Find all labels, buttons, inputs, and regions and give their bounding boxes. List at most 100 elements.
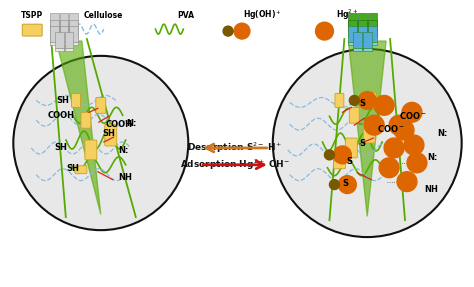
Text: N:: N: bbox=[127, 119, 137, 128]
FancyBboxPatch shape bbox=[353, 48, 362, 51]
Circle shape bbox=[234, 23, 250, 39]
Text: COO$^-$: COO$^-$ bbox=[399, 110, 427, 121]
FancyBboxPatch shape bbox=[368, 13, 377, 29]
Circle shape bbox=[384, 138, 404, 158]
FancyBboxPatch shape bbox=[70, 26, 78, 42]
FancyBboxPatch shape bbox=[60, 13, 69, 29]
FancyBboxPatch shape bbox=[348, 42, 357, 45]
FancyBboxPatch shape bbox=[70, 42, 78, 45]
FancyBboxPatch shape bbox=[22, 24, 42, 36]
Circle shape bbox=[394, 120, 414, 140]
FancyBboxPatch shape bbox=[72, 94, 81, 107]
Text: SH: SH bbox=[56, 96, 70, 105]
FancyBboxPatch shape bbox=[55, 32, 64, 48]
FancyBboxPatch shape bbox=[333, 161, 346, 169]
Text: S: S bbox=[359, 99, 365, 108]
Text: SH: SH bbox=[103, 129, 116, 137]
FancyBboxPatch shape bbox=[50, 29, 59, 32]
FancyBboxPatch shape bbox=[366, 92, 376, 108]
FancyBboxPatch shape bbox=[70, 13, 78, 29]
FancyBboxPatch shape bbox=[358, 36, 367, 38]
Text: Hg(OH)$^+$: Hg(OH)$^+$ bbox=[244, 8, 282, 22]
Text: Desorption S$^{2-}$ H$^{+}$: Desorption S$^{2-}$ H$^{+}$ bbox=[188, 141, 283, 156]
FancyBboxPatch shape bbox=[70, 20, 78, 36]
Text: PVA: PVA bbox=[177, 11, 194, 20]
FancyBboxPatch shape bbox=[348, 26, 357, 42]
FancyBboxPatch shape bbox=[368, 29, 377, 32]
FancyBboxPatch shape bbox=[50, 26, 59, 42]
Circle shape bbox=[404, 135, 424, 155]
Circle shape bbox=[316, 22, 333, 40]
FancyBboxPatch shape bbox=[64, 48, 73, 51]
FancyBboxPatch shape bbox=[50, 13, 59, 29]
Text: S: S bbox=[342, 179, 348, 188]
Polygon shape bbox=[348, 41, 386, 216]
Text: COO$^-$: COO$^-$ bbox=[377, 123, 405, 134]
FancyBboxPatch shape bbox=[363, 32, 372, 48]
Text: SH: SH bbox=[55, 144, 67, 152]
FancyBboxPatch shape bbox=[358, 26, 367, 42]
FancyBboxPatch shape bbox=[60, 36, 69, 38]
FancyBboxPatch shape bbox=[348, 36, 357, 38]
Text: Cellulose: Cellulose bbox=[84, 11, 123, 20]
FancyBboxPatch shape bbox=[368, 20, 377, 36]
Text: TSPP: TSPP bbox=[21, 11, 43, 20]
Circle shape bbox=[223, 26, 233, 36]
FancyBboxPatch shape bbox=[96, 98, 106, 113]
FancyBboxPatch shape bbox=[346, 138, 357, 158]
FancyBboxPatch shape bbox=[353, 32, 362, 48]
FancyBboxPatch shape bbox=[358, 29, 367, 32]
FancyBboxPatch shape bbox=[363, 48, 372, 51]
Text: N:: N: bbox=[427, 153, 437, 162]
FancyBboxPatch shape bbox=[105, 124, 117, 146]
Circle shape bbox=[379, 158, 399, 178]
FancyBboxPatch shape bbox=[50, 20, 59, 36]
Circle shape bbox=[333, 146, 351, 164]
Text: NH: NH bbox=[424, 185, 438, 194]
FancyBboxPatch shape bbox=[64, 32, 73, 48]
FancyBboxPatch shape bbox=[70, 29, 78, 32]
FancyBboxPatch shape bbox=[60, 29, 69, 32]
FancyBboxPatch shape bbox=[368, 36, 377, 38]
Text: Hg$^{2+}$: Hg$^{2+}$ bbox=[336, 8, 358, 22]
FancyBboxPatch shape bbox=[75, 166, 87, 174]
FancyBboxPatch shape bbox=[348, 29, 357, 32]
Text: S: S bbox=[359, 139, 365, 148]
Circle shape bbox=[364, 115, 384, 135]
FancyBboxPatch shape bbox=[50, 42, 59, 45]
FancyBboxPatch shape bbox=[349, 107, 359, 123]
FancyBboxPatch shape bbox=[348, 20, 357, 36]
FancyBboxPatch shape bbox=[60, 26, 69, 42]
Text: S: S bbox=[346, 157, 352, 166]
FancyBboxPatch shape bbox=[70, 36, 78, 38]
Circle shape bbox=[349, 96, 359, 105]
Circle shape bbox=[397, 172, 417, 191]
Circle shape bbox=[325, 150, 335, 160]
Circle shape bbox=[402, 102, 422, 122]
Text: Adsorption Hg$^{2+}$ OH$^{-}$: Adsorption Hg$^{2+}$ OH$^{-}$ bbox=[180, 157, 290, 172]
FancyBboxPatch shape bbox=[358, 20, 367, 36]
Text: COOH: COOH bbox=[106, 120, 133, 129]
FancyBboxPatch shape bbox=[358, 42, 367, 45]
Text: N:: N: bbox=[437, 129, 447, 137]
Circle shape bbox=[374, 96, 394, 115]
FancyBboxPatch shape bbox=[335, 94, 344, 107]
FancyBboxPatch shape bbox=[358, 13, 367, 29]
FancyBboxPatch shape bbox=[368, 42, 377, 45]
FancyBboxPatch shape bbox=[368, 26, 377, 42]
Circle shape bbox=[389, 115, 409, 135]
Polygon shape bbox=[56, 41, 101, 214]
FancyBboxPatch shape bbox=[81, 112, 91, 128]
Text: N:: N: bbox=[118, 146, 129, 156]
FancyBboxPatch shape bbox=[85, 140, 97, 160]
Circle shape bbox=[338, 176, 356, 193]
Ellipse shape bbox=[13, 56, 188, 230]
FancyBboxPatch shape bbox=[60, 20, 69, 36]
Ellipse shape bbox=[273, 49, 462, 237]
FancyBboxPatch shape bbox=[50, 36, 59, 38]
Circle shape bbox=[407, 153, 427, 173]
FancyBboxPatch shape bbox=[363, 121, 375, 143]
FancyBboxPatch shape bbox=[348, 13, 357, 29]
FancyBboxPatch shape bbox=[55, 48, 64, 51]
FancyBboxPatch shape bbox=[60, 42, 69, 45]
